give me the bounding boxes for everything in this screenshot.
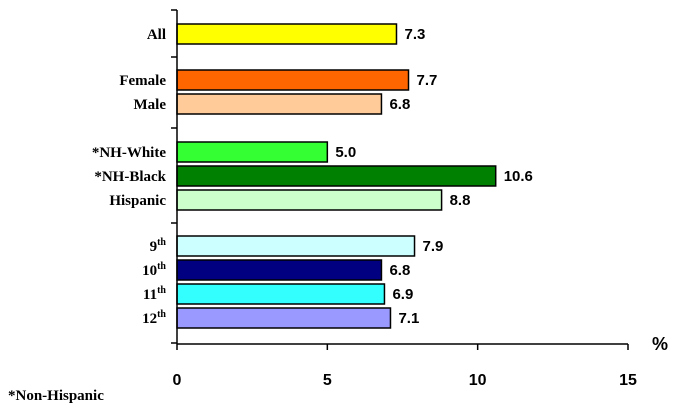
bar-11th	[176, 283, 386, 305]
bar-all	[176, 23, 398, 45]
bar-10th	[176, 259, 383, 281]
category-label-suffix: th	[157, 309, 166, 320]
value-label-9th: 7.9	[423, 238, 444, 255]
x-tick-label: 10	[469, 372, 487, 389]
category-label-suffix: th	[157, 237, 166, 248]
bar-nh-black	[176, 165, 497, 187]
x-tick-label: 5	[323, 372, 332, 389]
x-axis-unit-label: %	[652, 334, 668, 354]
bars-layer: All 7.3 Female 7.7 Male 6.8 *NH-White 5.0 *NH-Bl…	[92, 23, 533, 329]
category-label-nh-white: *NH-White	[92, 145, 167, 161]
category-label-nh-black: *NH-Black	[94, 169, 166, 185]
category-label-suffix: th	[157, 285, 166, 296]
bar-9th	[176, 235, 416, 257]
bar-female	[176, 69, 410, 91]
value-label-hispanic: 8.8	[450, 192, 471, 209]
category-label-11th: 11th	[143, 285, 167, 303]
category-label-female: Female	[119, 73, 166, 89]
footnote: *Non-Hispanic	[8, 388, 104, 404]
value-label-female: 7.7	[417, 72, 438, 89]
value-label-all: 7.3	[404, 26, 425, 43]
x-tick-label: 15	[619, 372, 637, 389]
category-label-hispanic: Hispanic	[109, 193, 166, 209]
value-label-nh-black: 10.6	[504, 168, 533, 185]
category-label-all: All	[147, 27, 166, 43]
axes: 0 5 10 15	[171, 9, 637, 389]
category-label-suffix: th	[157, 261, 166, 272]
value-label-male: 6.8	[389, 96, 410, 113]
value-label-nh-white: 5.0	[335, 144, 356, 161]
value-label-10th: 6.8	[389, 262, 410, 279]
value-label-11th: 6.9	[392, 286, 413, 303]
bar-12th	[176, 307, 392, 329]
category-label-12th: 12th	[142, 309, 166, 327]
value-label-12th: 7.1	[398, 310, 419, 327]
x-tick-label: 0	[173, 372, 182, 389]
category-label-9th: 9th	[150, 237, 167, 255]
bar-male	[176, 93, 383, 115]
category-label-male: Male	[134, 97, 167, 113]
category-label-10th: 10th	[142, 261, 166, 279]
bar-nh-white	[176, 141, 329, 163]
bar-hispanic	[176, 189, 443, 211]
